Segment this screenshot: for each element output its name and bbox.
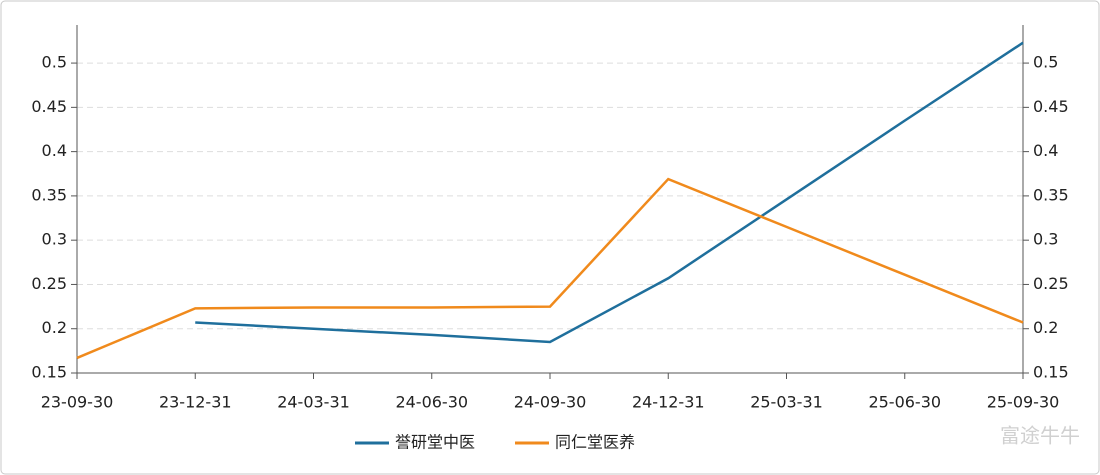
y-tick-label: 0.4 bbox=[42, 141, 67, 160]
x-tick-label: 24-06-30 bbox=[395, 393, 468, 412]
y-tick-label: 0.3 bbox=[42, 230, 67, 249]
x-tick-label: 23-12-31 bbox=[159, 393, 232, 412]
y-tick-label: 0.45 bbox=[31, 97, 67, 116]
y2-tick-label: 0.45 bbox=[1033, 97, 1069, 116]
y2-tick-label: 0.15 bbox=[1033, 363, 1069, 382]
y-tick-label: 0.35 bbox=[31, 185, 67, 204]
x-tick-label: 24-09-30 bbox=[514, 393, 587, 412]
x-tick-label: 25-03-31 bbox=[750, 393, 823, 412]
x-tick-label: 25-09-30 bbox=[987, 393, 1060, 412]
y-tick-label: 0.2 bbox=[42, 318, 67, 337]
watermark: 富途牛牛 bbox=[1000, 424, 1080, 448]
y-tick-label: 0.5 bbox=[42, 53, 67, 72]
legend-label: 誉研堂中医 bbox=[395, 433, 475, 452]
y2-tick-label: 0.5 bbox=[1033, 53, 1058, 72]
x-tick-label: 24-12-31 bbox=[632, 393, 705, 412]
y2-tick-label: 0.4 bbox=[1033, 141, 1058, 160]
y-tick-label: 0.25 bbox=[31, 274, 67, 293]
y2-tick-label: 0.2 bbox=[1033, 318, 1058, 337]
series-line bbox=[195, 41, 1024, 344]
x-tick-label: 25-06-30 bbox=[868, 393, 941, 412]
y2-tick-label: 0.25 bbox=[1033, 274, 1069, 293]
y2-tick-label: 0.3 bbox=[1033, 230, 1058, 249]
series-line bbox=[76, 177, 1024, 360]
x-tick-label: 23-09-30 bbox=[41, 393, 114, 412]
y2-tick-label: 0.35 bbox=[1033, 185, 1069, 204]
x-tick-label: 24-03-31 bbox=[277, 393, 350, 412]
y-tick-label: 0.15 bbox=[31, 363, 67, 382]
legend-label: 同仁堂医养 bbox=[555, 433, 635, 452]
